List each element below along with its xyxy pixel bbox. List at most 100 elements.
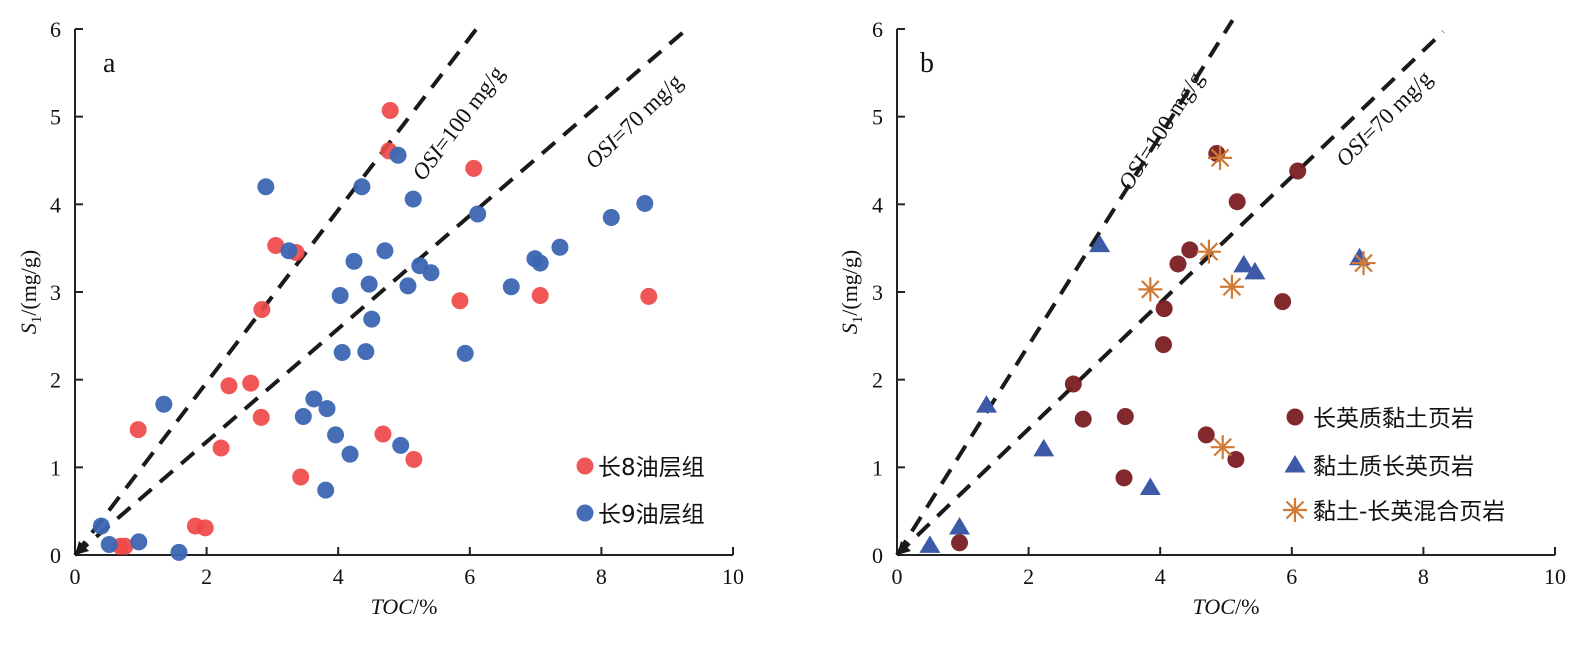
asterisk-stroke [1213,437,1232,457]
data-point [1274,293,1292,311]
data-point [1074,410,1092,428]
data-point [405,450,423,468]
data-point [404,190,422,208]
data-point [1154,336,1172,354]
data-point [376,242,394,260]
osi-70-line [895,30,1445,557]
data-point [1138,277,1163,302]
legend-label: 长8油层组 [598,455,705,481]
data-point [353,178,371,196]
data-point [318,400,336,418]
data-point [389,146,407,164]
data-point [331,287,349,305]
data-point [257,178,275,196]
data-point [100,535,118,553]
legend: 长英质黏土页岩 黏土质长英页岩 黏土-长英混合页岩 [1313,406,1505,525]
legend-marker [576,457,594,475]
data-point [951,534,969,552]
y-tick-label: 0 [50,543,61,568]
y-tick-label: 4 [50,192,61,217]
osi-100-line [895,19,1235,557]
data-point [242,374,260,392]
data-point [253,301,271,319]
data-point [949,516,971,535]
data-point [280,242,298,260]
x-tick-label: 10 [722,564,744,589]
data-point [1196,239,1221,264]
data-point [531,254,549,272]
data-point [1089,234,1111,253]
data-point [531,287,549,305]
data-point [1289,162,1307,180]
y-tick-label: 0 [872,543,883,568]
data-point [1064,375,1082,393]
y-tick-label: 6 [872,17,883,42]
data-point [327,426,345,444]
x-label-unit: /% [413,594,437,619]
data-point [130,533,148,551]
data-point [422,264,440,282]
osi-100-line [73,27,478,557]
data-point [170,543,188,561]
x-tick-label: 8 [1418,564,1429,589]
series-0 [951,144,1307,552]
axes [896,28,1556,556]
data-point [363,310,381,328]
osi-100-label: OSI=100 mg/g [1113,66,1208,194]
asterisk-stroke [1210,148,1230,168]
data-point [317,481,335,499]
data-point [1197,426,1215,444]
x-axis-label: TOC/% [371,594,438,619]
panel-a: a TOC/% S1/(mg/g) OSI=100 mg/g OSI=70 mg… [16,17,744,619]
data-point [640,287,658,305]
data-point [345,252,363,270]
osi-100-label: OSI=100 mg/g [407,61,509,185]
y-label-sub: 1 [29,316,45,324]
data-point [357,343,375,361]
y-tick-label: 2 [50,368,61,393]
data-point [1228,193,1246,211]
data-point [399,277,417,295]
asterisk-stroke [1222,277,1242,297]
y-label-sub: 1 [850,316,866,324]
osi-70-label: OSI=70 mg/g [580,69,687,174]
series-1 [92,146,654,561]
data-point [129,421,147,439]
data-point [1208,145,1233,170]
data-point [305,390,323,408]
y-tick-label: 4 [872,192,883,217]
data-point [196,519,214,537]
data-point [116,537,134,555]
osi-70-label: OSI=70 mg/g [1331,65,1437,171]
y-label-unit: /(mg/g) [837,250,862,316]
data-point [252,408,270,426]
data-point [1181,241,1199,259]
y-tick-label: 3 [872,280,883,305]
data-point [1219,274,1244,299]
data-point [294,407,312,425]
origin-arrow-icon [75,541,89,555]
y-axis-label: S1/(mg/g) [16,250,45,335]
y-tick-label: 6 [50,17,61,42]
data-point [1155,300,1173,318]
series-0 [111,102,658,555]
legend-marker [1286,408,1304,426]
data-point [602,208,620,226]
asterisk-stroke [1199,242,1219,261]
data-point [1210,435,1235,460]
data-point [502,278,520,296]
data-point [360,275,378,293]
panel-b: b TOC/% S1/(mg/g) OSI=100 mg/g OSI=70 mg… [837,17,1566,619]
y-tick-label: 5 [50,105,61,130]
series-2 [1138,145,1376,460]
panel-label: b [920,48,934,79]
data-point [1169,255,1187,273]
data-point [465,159,483,177]
data-point [469,205,487,223]
asterisk-stroke [1141,280,1160,299]
y-label-unit: /(mg/g) [16,250,41,316]
data-point [1033,438,1055,457]
y-tick-label: 5 [872,105,883,130]
legend-label: 长9油层组 [598,502,705,528]
asterisk-stroke [1285,500,1305,520]
